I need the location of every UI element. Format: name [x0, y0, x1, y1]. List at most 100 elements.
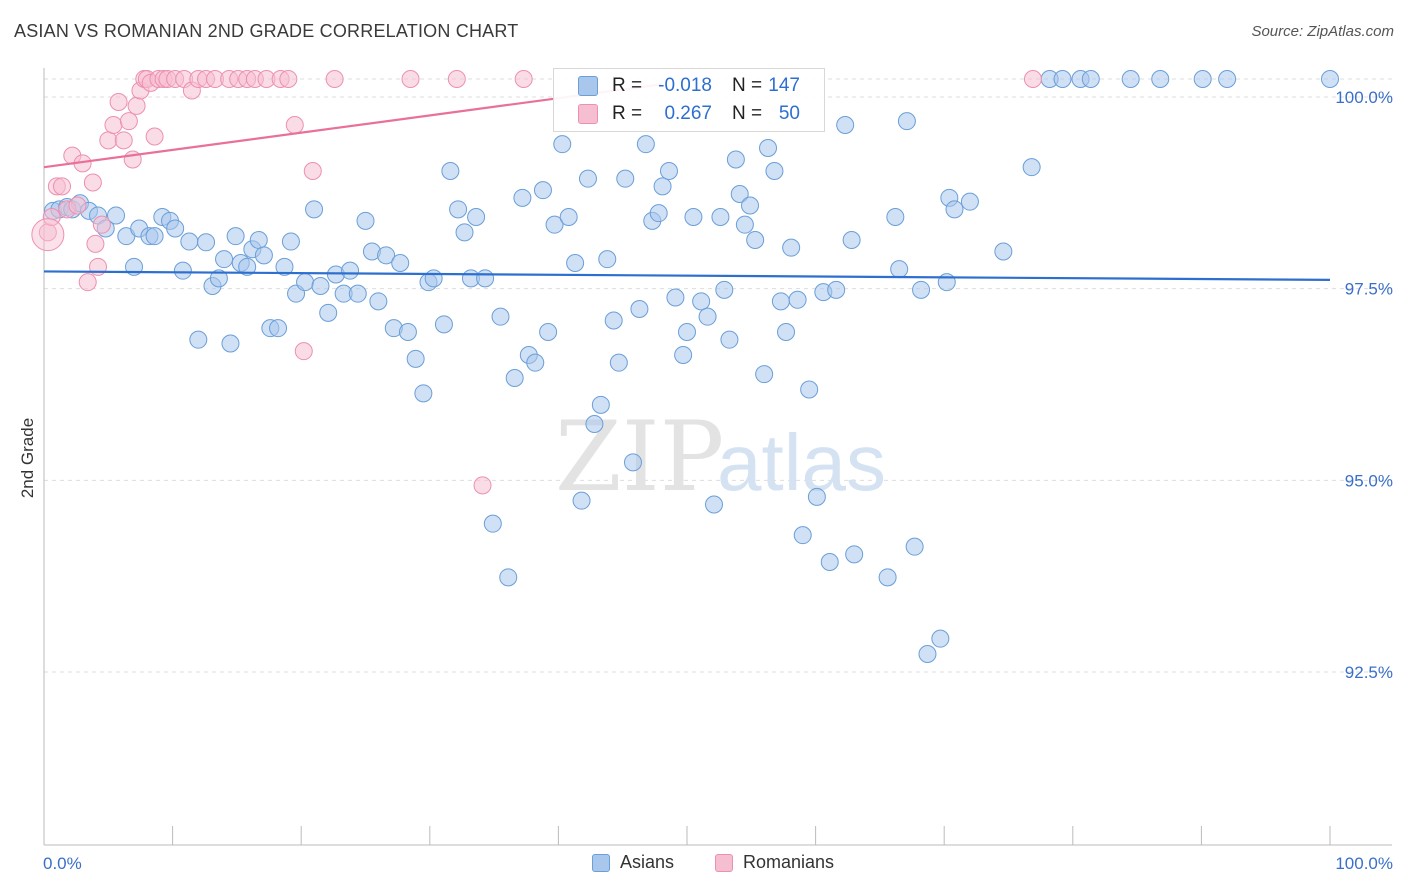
series-legend: Asians Romanians: [0, 852, 1406, 878]
asian-point: [434, 315, 453, 334]
asian-point: [905, 537, 924, 556]
asian-point: [653, 177, 672, 196]
x-tick-label: 0.0%: [43, 854, 82, 873]
asian-point: [585, 415, 604, 433]
asian-point: [197, 233, 216, 252]
asian-point: [782, 238, 801, 257]
asian-point: [771, 292, 790, 311]
legend-label: Romanians: [743, 852, 835, 872]
asian-point: [931, 629, 950, 648]
asian-point: [604, 311, 623, 330]
asian-point: [398, 323, 417, 341]
asian-point: [499, 568, 518, 587]
romanian-point: [127, 96, 146, 115]
asian-point: [845, 545, 864, 564]
asian-point: [897, 112, 916, 131]
gridlines: [44, 78, 1392, 673]
asian-point: [226, 227, 245, 246]
asian-point: [269, 319, 288, 338]
asian-point: [842, 231, 861, 249]
asian-point: [623, 453, 642, 472]
asian-point: [319, 303, 338, 322]
asians-swatch: [592, 853, 610, 872]
asian-point: [912, 280, 931, 299]
tick-labels: 100.0% 97.5% 95.0% 92.5% 0.0% 100.0%: [43, 88, 1393, 873]
romanian-point: [104, 116, 123, 134]
legend-item-romanians[interactable]: Romanians: [715, 852, 834, 873]
asian-point: [649, 204, 668, 223]
asian-point: [166, 219, 185, 238]
legend-row-asians: R = -0.018 N = 147: [554, 73, 824, 99]
asian-point: [281, 232, 300, 251]
asian-point: [578, 169, 597, 188]
watermark-atlas: atlas: [717, 418, 886, 507]
asian-point: [755, 365, 774, 384]
romanian-point: [86, 234, 105, 253]
asian-point: [678, 323, 696, 341]
asian-point: [377, 246, 396, 265]
asian-point: [559, 208, 578, 226]
asian-point: [994, 242, 1013, 261]
x-tick-label: 100.0%: [1335, 854, 1393, 873]
asian-point: [209, 269, 228, 288]
romanian-point: [473, 476, 492, 495]
asian-point: [1022, 158, 1041, 177]
asian-point: [424, 269, 443, 288]
asian-point: [249, 231, 268, 249]
asian-point: [777, 323, 796, 341]
asian-point: [254, 246, 273, 265]
asian-point: [1151, 70, 1170, 88]
r-value: 0.267: [664, 103, 712, 124]
asian-point: [616, 169, 635, 188]
asian-point: [730, 185, 749, 203]
asian-point: [572, 491, 591, 510]
romanian-point: [99, 131, 118, 150]
asian-point: [788, 290, 807, 309]
y-tick-label: 92.5%: [1345, 663, 1393, 682]
asian-point: [221, 334, 240, 353]
legend-label: Asians: [620, 852, 675, 872]
asians-swatch: [578, 76, 598, 96]
asian-point: [720, 330, 739, 349]
asian-point: [449, 200, 468, 219]
romanian-point: [303, 162, 322, 180]
asian-point: [630, 300, 649, 318]
asian-point: [305, 200, 324, 219]
romanian-point: [83, 173, 102, 192]
romanian-point: [114, 131, 133, 150]
romanian-point: [1023, 70, 1042, 88]
asian-point: [1193, 70, 1212, 88]
asian-point: [960, 192, 979, 211]
n-label: N =: [732, 75, 763, 96]
legend-row-romanians: R = 0.267 N = 50: [554, 101, 824, 127]
asian-point: [455, 223, 474, 242]
asian-point: [886, 208, 905, 226]
asian-point: [918, 645, 937, 663]
asian-point: [726, 150, 745, 169]
asian-point: [526, 353, 545, 372]
romanian-point: [325, 70, 344, 88]
legend-item-asians[interactable]: Asians: [592, 852, 674, 873]
asian-point: [189, 330, 208, 349]
n-value: 147: [768, 75, 800, 96]
asian-point: [180, 232, 199, 251]
asian-point: [545, 215, 564, 234]
asian-point: [173, 261, 192, 280]
asian-point: [746, 231, 765, 249]
y-tick-label: 95.0%: [1345, 471, 1393, 490]
romanian-point: [119, 112, 138, 131]
asian-point: [356, 211, 375, 230]
asian-point: [807, 487, 826, 506]
asian-point: [715, 280, 734, 299]
asian-point: [391, 254, 410, 272]
asian-point: [1053, 70, 1072, 88]
r-label: R =: [612, 103, 643, 124]
romanian-point: [68, 196, 87, 215]
asian-point: [659, 162, 678, 180]
asian-point: [483, 514, 502, 533]
asian-point: [539, 323, 558, 341]
asian-point: [215, 250, 234, 269]
asian-point: [836, 116, 855, 134]
n-value: 50: [778, 103, 800, 124]
